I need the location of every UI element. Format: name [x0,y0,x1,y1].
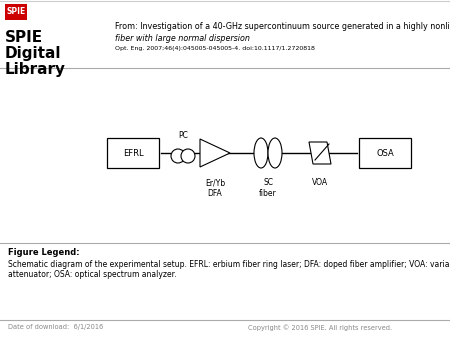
Polygon shape [200,139,230,167]
Text: VOA: VOA [312,178,328,187]
Text: OSA: OSA [376,148,394,158]
Text: attenuator; OSA: optical spectrum analyzer.: attenuator; OSA: optical spectrum analyz… [8,270,176,279]
Ellipse shape [254,138,268,168]
Text: SPIE: SPIE [6,7,26,17]
Text: Digital: Digital [5,46,62,61]
Polygon shape [309,142,331,164]
Text: Library: Library [5,62,66,77]
Text: Er/Yb
DFA: Er/Yb DFA [205,178,225,198]
Text: From: Investigation of a 40-GHz supercontinuum source generated in a highly nonl: From: Investigation of a 40-GHz supercon… [115,22,450,31]
Bar [107,138,159,168]
Text: SC
fiber: SC fiber [259,178,277,198]
Text: fiber with large normal dispersion: fiber with large normal dispersion [115,34,250,43]
Text: Copyright © 2016 SPIE. All rights reserved.: Copyright © 2016 SPIE. All rights reserv… [248,324,392,331]
Text: EFRL: EFRL [123,148,143,158]
Text: PC: PC [178,130,188,140]
Text: Schematic diagram of the experimental setup. EFRL: erbium fiber ring laser; DFA:: Schematic diagram of the experimental se… [8,260,450,269]
Circle shape [171,149,185,163]
Text: Figure Legend:: Figure Legend: [8,248,80,257]
Text: Opt. Eng. 2007;46(4):045005-045005-4. doi:10.1117/1.2720818: Opt. Eng. 2007;46(4):045005-045005-4. do… [115,46,315,51]
Bar [5,4,27,20]
Circle shape [181,149,195,163]
Text: SPIE: SPIE [5,30,43,45]
Bar [359,138,411,168]
Text: Date of download:  6/1/2016: Date of download: 6/1/2016 [8,324,103,330]
Ellipse shape [268,138,282,168]
